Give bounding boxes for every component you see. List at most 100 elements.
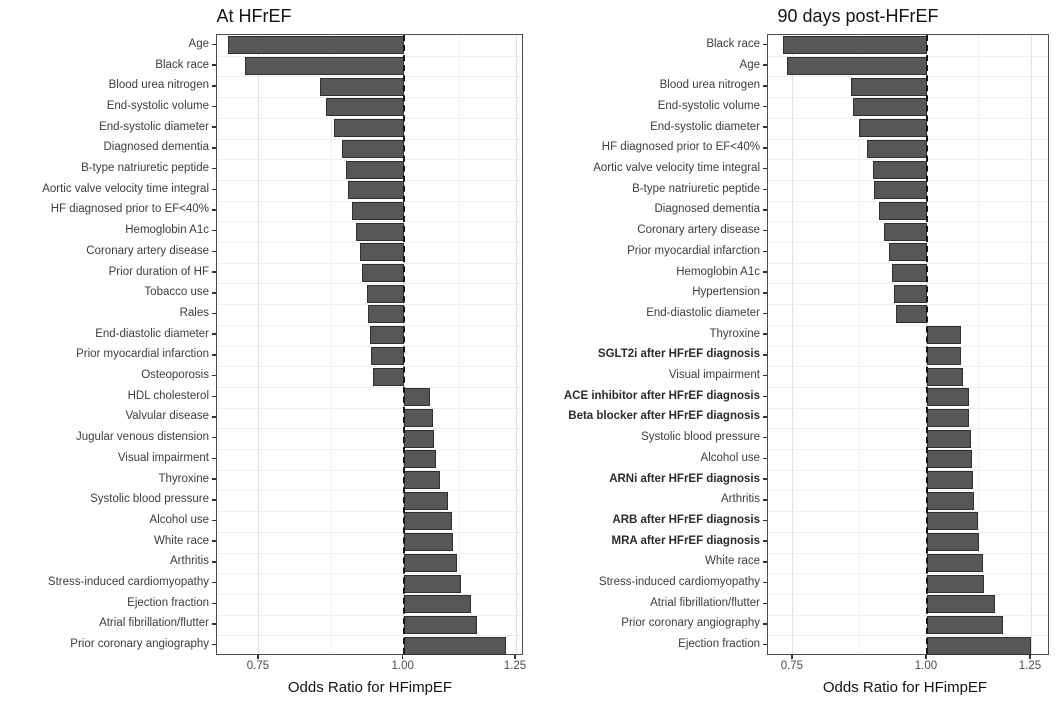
category-label: Systolic blood pressure: [641, 431, 760, 444]
y-axis-tick: [763, 457, 767, 460]
odds-ratio-bar: [894, 284, 927, 303]
grid-row-line: [768, 304, 1048, 306]
grid-row-line: [217, 97, 522, 99]
category-label: Beta blocker after HFrEF diagnosis: [568, 410, 760, 423]
y-axis-tick: [212, 354, 216, 356]
category-label: ACE inhibitor after HFrEF diagnosis: [563, 389, 760, 402]
category-label: End-systolic volume: [657, 99, 760, 112]
category-label: Age: [188, 37, 209, 50]
grid-row-line: [768, 386, 1048, 388]
odds-ratio-bar: [341, 139, 404, 158]
grid-row-line: [768, 262, 1048, 264]
grid-major-line: [515, 35, 517, 654]
odds-ratio-bar: [926, 450, 973, 469]
x-axis-tick-label: 0.75: [246, 660, 270, 672]
odds-ratio-bar: [366, 284, 404, 303]
right-x-axis-title: Odds Ratio for HFimpEF: [822, 679, 988, 696]
category-label: Thyroxine: [158, 472, 210, 485]
category-label: Diagnosed dementia: [103, 141, 210, 154]
category-label: Hemoglobin A1c: [125, 224, 209, 237]
category-label: Stress-induced cardiomyopathy: [598, 576, 760, 589]
odds-ratio-bar: [878, 201, 927, 220]
odds-ratio-bar: [872, 160, 927, 179]
category-label: B-type natriuretic peptide: [81, 162, 209, 175]
grid-row-line: [768, 138, 1048, 140]
odds-ratio-bar: [361, 264, 404, 283]
x-axis-tick: [514, 655, 516, 659]
category-label: Aortic valve velocity time integral: [42, 182, 209, 195]
grid-row-line: [217, 262, 522, 264]
y-axis-tick: [212, 374, 216, 377]
category-label: Rales: [179, 306, 209, 319]
y-axis-tick: [212, 602, 216, 604]
left-panel-title: At HFrEF: [216, 6, 292, 26]
grid-major-line: [258, 35, 260, 654]
grid-row-line: [217, 345, 522, 347]
odds-ratio-bar: [403, 595, 471, 614]
category-label: Hemoglobin A1c: [676, 265, 760, 278]
category-label: Jugular venous distension: [76, 431, 209, 444]
y-axis-tick: [763, 188, 767, 190]
y-axis-tick: [212, 333, 216, 335]
y-axis-tick: [212, 395, 216, 397]
category-label: SGLT2i after HFrEF diagnosis: [597, 348, 760, 361]
x-axis-tick: [1029, 655, 1031, 659]
grid-row-line: [768, 449, 1048, 450]
y-axis-tick: [212, 312, 216, 315]
grid-row-line: [217, 635, 522, 637]
category-label: Ejection fraction: [678, 638, 760, 651]
y-axis-tick: [763, 581, 767, 584]
odds-ratio-bar: [367, 305, 404, 324]
odds-ratio-bar: [926, 346, 962, 365]
category-label: Black race: [155, 58, 209, 71]
category-label: Tobacco use: [144, 286, 209, 299]
y-axis-tick: [763, 271, 767, 273]
y-axis-tick: [763, 64, 767, 66]
y-axis-tick: [763, 167, 767, 170]
category-label: HF diagnosed prior to EF<40%: [601, 141, 760, 154]
grid-row-line: [768, 428, 1048, 430]
y-axis-tick: [212, 209, 216, 211]
grid-minor-line: [330, 35, 332, 654]
odds-ratio-bar: [403, 636, 506, 655]
odds-ratio-bar: [926, 408, 970, 427]
category-label: Systolic blood pressure: [90, 493, 209, 506]
category-label: HDL cholesterol: [127, 389, 209, 402]
odds-ratio-bar: [926, 533, 979, 552]
y-axis-tick: [763, 623, 767, 625]
grid-row-line: [217, 614, 522, 616]
odds-ratio-bar: [926, 553, 984, 572]
grid-row-line: [768, 117, 1048, 119]
x-axis-tick: [401, 655, 404, 659]
y-axis-tick: [763, 374, 767, 377]
y-axis-tick: [763, 436, 767, 439]
category-label: Atrial fibrillation/flutter: [650, 596, 760, 609]
grid-row-line: [217, 366, 522, 368]
grid-row-line: [217, 490, 522, 492]
odds-ratio-bar: [403, 512, 452, 531]
odds-ratio-bar: [926, 471, 974, 490]
y-axis-tick: [763, 499, 767, 501]
category-label: Stress-induced cardiomyopathy: [47, 576, 209, 589]
y-axis-tick: [212, 271, 216, 273]
y-axis-tick: [212, 64, 216, 66]
grid-row-line: [217, 242, 522, 243]
category-label: Prior coronary angiography: [621, 617, 760, 630]
odds-ratio-bar: [369, 326, 404, 345]
grid-row-line: [768, 221, 1048, 223]
x-axis-tick: [791, 655, 793, 659]
y-axis-tick: [763, 416, 767, 418]
category-label: Aortic valve velocity time integral: [593, 162, 760, 175]
grid-row-line: [217, 552, 522, 554]
y-axis-tick: [212, 229, 216, 232]
y-axis-tick: [763, 105, 767, 108]
category-label: Black race: [706, 37, 760, 50]
y-axis-tick: [763, 354, 767, 356]
grid-row-line: [768, 490, 1048, 492]
grid-row-line: [217, 159, 522, 161]
category-label: Coronary artery disease: [637, 224, 760, 237]
odds-ratio-bar: [895, 305, 927, 324]
grid-row-line: [217, 304, 522, 306]
y-axis-tick: [212, 457, 216, 460]
